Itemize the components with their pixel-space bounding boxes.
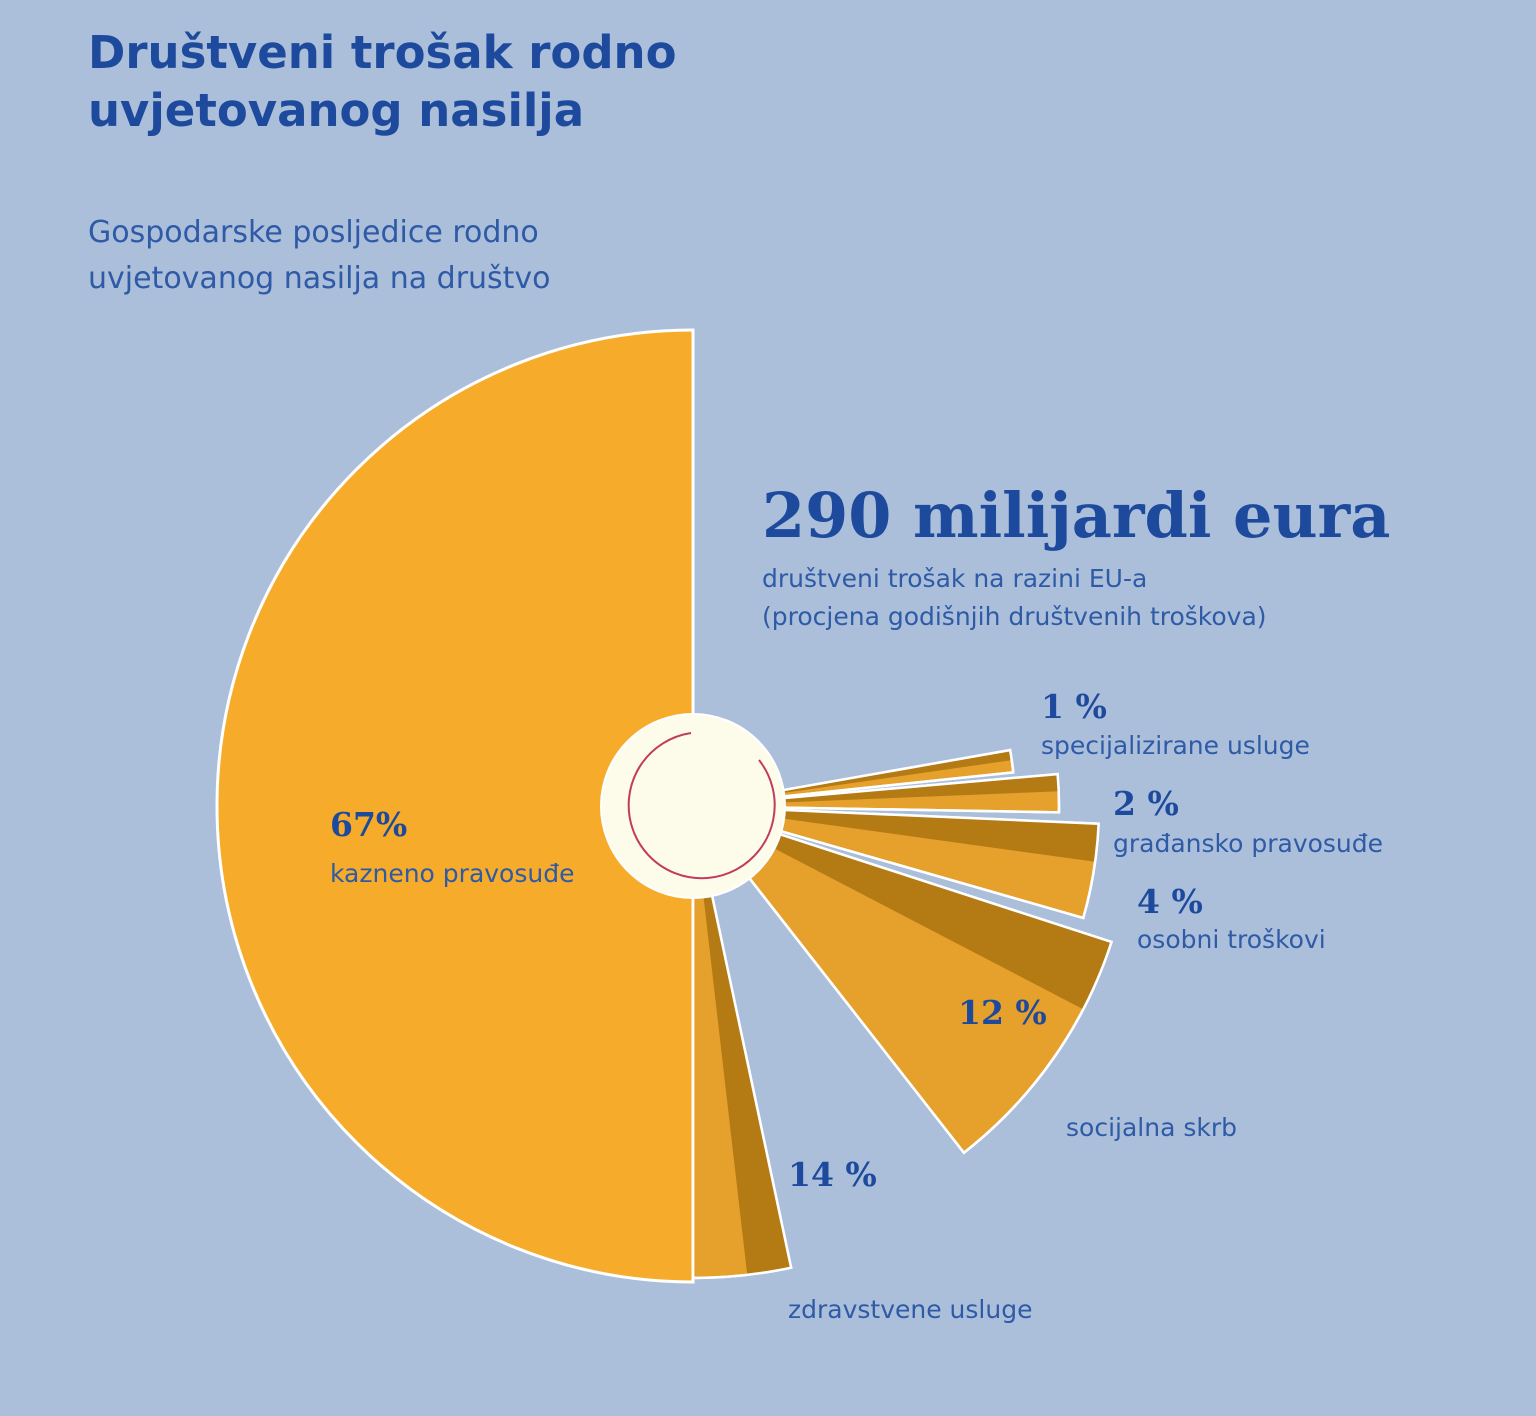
category-label-osobni-troskovi: osobni troškovi — [1137, 925, 1326, 954]
value-label-gradansko-pravosude: 2 % — [1113, 784, 1179, 823]
pie-slices — [215, 328, 1114, 1284]
pie-center — [600, 713, 786, 899]
chart-subtitle: Gospodarske posljedice rodno uvjetovanog… — [88, 215, 551, 296]
slice-kazneno-pravosude — [215, 328, 695, 1284]
slice-labels: 67% kazneno pravosuđe 14 % zdravstvene uslu… — [330, 687, 1383, 1324]
value-label-osobni-troskovi: 4 % — [1137, 882, 1203, 921]
total-cost-description: društveni trošak na razini EU-a (procjen… — [762, 560, 1267, 636]
total-cost-value: 290 milijardi eura — [762, 479, 1391, 552]
total-cost-description-line2: (procjena godišnjih društvenih troškova) — [762, 602, 1267, 631]
value-label-kazneno-pravosude: 67% — [330, 805, 407, 844]
value-label-zdravstvene-usluge: 14 % — [788, 1155, 877, 1194]
category-label-kazneno-pravosude: kazneno pravosuđe — [330, 859, 574, 888]
category-label-specijalizirane-usluge: specijalizirane usluge — [1041, 731, 1310, 760]
category-label-zdravstvene-usluge: zdravstvene usluge — [788, 1295, 1032, 1324]
value-label-socijalna-skrb: 12 % — [958, 993, 1047, 1032]
category-label-socijalna-skrb: socijalna skrb — [1066, 1113, 1237, 1142]
total-cost-description-line1: društveni trošak na razini EU-a — [762, 564, 1148, 593]
pie-center-circle — [600, 713, 786, 899]
slice-zdravstvene-usluge — [691, 805, 793, 1280]
value-label-specijalizirane-usluge: 1 % — [1041, 687, 1107, 726]
slice-osobni-troskovi — [692, 804, 1100, 920]
pie-center-ring — [627, 732, 776, 880]
chart-title: Društveni trošak rodno uvjetovanog nasil… — [88, 26, 677, 137]
slice-socijalna-skrb — [689, 803, 1114, 1155]
category-label-gradansko-pravosude: građansko pravosuđe — [1113, 829, 1383, 858]
